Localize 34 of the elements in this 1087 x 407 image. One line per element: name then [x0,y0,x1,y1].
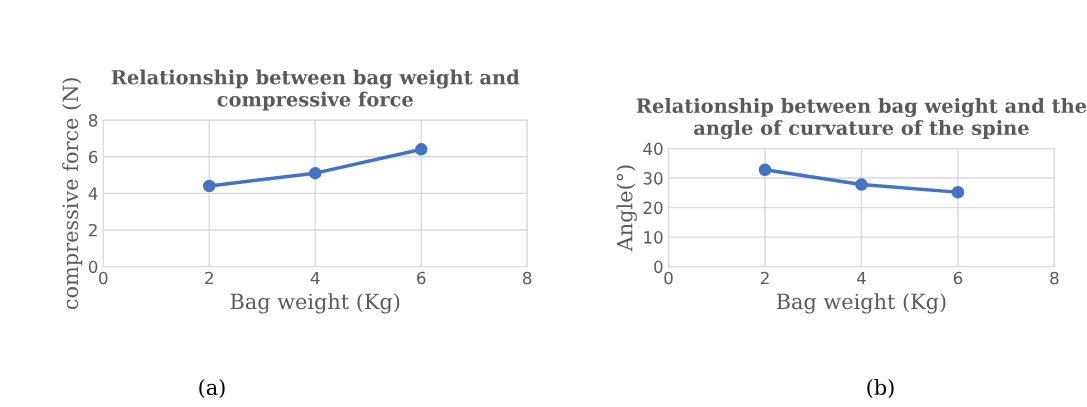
x-axis-title: Bag weight (Kg) [230,293,400,314]
x-tick-label: 8 [1050,271,1059,285]
x-tick-label: 6 [953,271,963,285]
y-tick-label: 20 [643,201,663,215]
text: (b) [867,378,894,399]
chart-title: Relationship between bag weight and the angle of curvature of the spine [636,98,1087,140]
y-tick-label: 0 [654,260,663,274]
text: (a) [199,378,225,399]
x-tick-label: 4 [310,271,320,285]
x-tick-label: 0 [99,271,108,285]
x-tick-label: 0 [664,271,673,285]
y-tick-label: 10 [644,231,663,244]
x-tick-label: 6 [417,271,426,285]
y-axis-title: Angle(°) [616,165,637,252]
point [758,163,772,177]
x-tick-label: 2 [205,271,213,285]
x-tick-label: 4 [856,271,866,285]
y-tick-label: 4 [88,187,98,200]
y-tick-label: 0 [88,260,98,274]
point [951,185,965,199]
y-tick-label: 40 [643,142,663,156]
x-axis-title: Bag weight (Kg) [776,293,946,314]
x-tick-label: 8 [523,271,532,285]
y-axis-title: compressive force (N) [62,78,83,310]
chart-title: Relationship between bag weight and compressive force [111,69,520,111]
y-tick-label: 6 [88,150,98,164]
x-tick-label: 2 [760,271,769,285]
point [414,143,428,156]
y-tick-label: 8 [88,114,98,127]
point [855,178,868,191]
point [308,166,322,180]
point [202,179,216,193]
y-tick-label: 2 [89,223,97,237]
y-tick-label: 30 [643,172,663,185]
